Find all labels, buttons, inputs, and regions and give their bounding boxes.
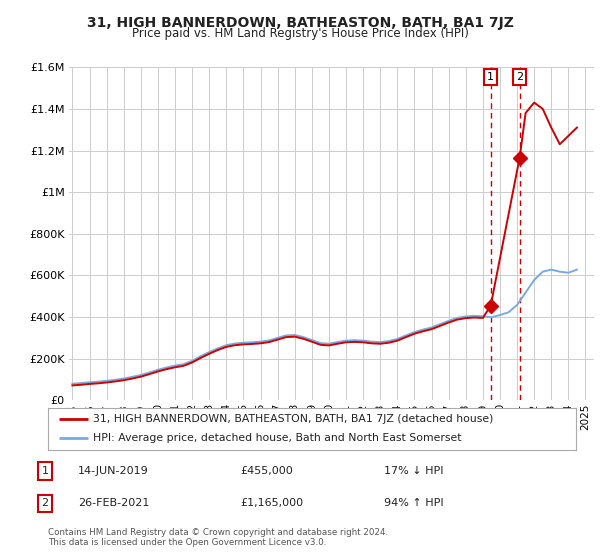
Text: 31, HIGH BANNERDOWN, BATHEASTON, BATH, BA1 7JZ: 31, HIGH BANNERDOWN, BATHEASTON, BATH, B… xyxy=(86,16,514,30)
Text: 94% ↑ HPI: 94% ↑ HPI xyxy=(384,498,443,508)
Text: 2: 2 xyxy=(516,72,523,82)
Text: 2: 2 xyxy=(41,498,49,508)
Text: £455,000: £455,000 xyxy=(240,466,293,476)
Text: Contains HM Land Registry data © Crown copyright and database right 2024.
This d: Contains HM Land Registry data © Crown c… xyxy=(48,528,388,547)
Text: 1: 1 xyxy=(487,72,494,82)
Text: £1,165,000: £1,165,000 xyxy=(240,498,303,508)
Text: 26-FEB-2021: 26-FEB-2021 xyxy=(78,498,149,508)
Text: 17% ↓ HPI: 17% ↓ HPI xyxy=(384,466,443,476)
Text: 14-JUN-2019: 14-JUN-2019 xyxy=(78,466,149,476)
Text: 1: 1 xyxy=(41,466,49,476)
Text: Price paid vs. HM Land Registry's House Price Index (HPI): Price paid vs. HM Land Registry's House … xyxy=(131,27,469,40)
Text: 31, HIGH BANNERDOWN, BATHEASTON, BATH, BA1 7JZ (detached house): 31, HIGH BANNERDOWN, BATHEASTON, BATH, B… xyxy=(93,414,493,424)
Text: HPI: Average price, detached house, Bath and North East Somerset: HPI: Average price, detached house, Bath… xyxy=(93,433,461,444)
